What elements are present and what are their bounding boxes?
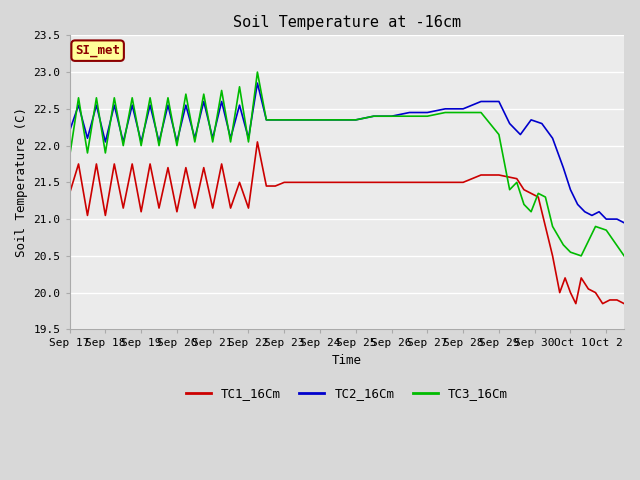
TC3_16Cm	[370, 113, 378, 119]
TC3_16Cm	[620, 253, 628, 259]
TC3_16Cm	[495, 132, 503, 137]
TC3_16Cm	[147, 95, 154, 101]
TC3_16Cm	[111, 95, 118, 101]
Title: Soil Temperature at -16cm: Soil Temperature at -16cm	[233, 15, 461, 30]
TC3_16Cm	[334, 117, 342, 123]
TC3_16Cm	[182, 91, 189, 97]
TC3_16Cm	[406, 113, 413, 119]
TC3_16Cm	[352, 117, 360, 123]
Line: TC3_16Cm: TC3_16Cm	[70, 72, 624, 256]
TC1_16Cm	[606, 297, 614, 303]
TC1_16Cm	[620, 301, 628, 307]
TC3_16Cm	[559, 242, 567, 248]
TC3_16Cm	[271, 117, 279, 123]
TC1_16Cm	[477, 172, 485, 178]
TC3_16Cm	[280, 117, 288, 123]
X-axis label: Time: Time	[332, 354, 362, 367]
TC3_16Cm	[75, 95, 83, 101]
TC3_16Cm	[253, 69, 261, 75]
TC3_16Cm	[460, 109, 467, 115]
TC3_16Cm	[424, 113, 431, 119]
TC3_16Cm	[164, 95, 172, 101]
TC3_16Cm	[200, 91, 207, 97]
TC1_16Cm	[253, 139, 261, 145]
TC1_16Cm	[182, 165, 189, 170]
TC3_16Cm	[388, 113, 396, 119]
TC3_16Cm	[262, 117, 270, 123]
TC2_16Cm	[164, 102, 172, 108]
TC3_16Cm	[506, 187, 513, 192]
TC1_16Cm	[566, 290, 574, 296]
TC3_16Cm	[191, 139, 198, 145]
TC3_16Cm	[66, 154, 74, 159]
TC1_16Cm	[66, 191, 74, 196]
TC2_16Cm	[200, 98, 207, 104]
TC3_16Cm	[298, 117, 306, 123]
TC3_16Cm	[442, 109, 449, 115]
TC3_16Cm	[513, 180, 520, 185]
TC3_16Cm	[541, 194, 549, 200]
TC3_16Cm	[138, 143, 145, 148]
TC2_16Cm	[506, 120, 513, 126]
TC3_16Cm	[534, 191, 542, 196]
TC3_16Cm	[93, 95, 100, 101]
TC1_16Cm	[191, 205, 198, 211]
TC3_16Cm	[520, 202, 528, 207]
TC3_16Cm	[218, 87, 225, 93]
TC1_16Cm	[527, 191, 535, 196]
TC3_16Cm	[120, 143, 127, 148]
TC3_16Cm	[591, 224, 599, 229]
Y-axis label: Soil Temperature (C): Soil Temperature (C)	[15, 108, 28, 257]
TC3_16Cm	[236, 84, 243, 90]
TC3_16Cm	[477, 109, 485, 115]
TC2_16Cm	[253, 80, 261, 86]
TC3_16Cm	[602, 227, 610, 233]
TC3_16Cm	[155, 143, 163, 148]
TC2_16Cm	[66, 128, 74, 134]
TC3_16Cm	[209, 139, 216, 145]
TC3_16Cm	[173, 143, 180, 148]
Line: TC1_16Cm: TC1_16Cm	[70, 142, 624, 304]
TC3_16Cm	[316, 117, 324, 123]
TC2_16Cm	[209, 135, 216, 141]
TC3_16Cm	[548, 224, 556, 229]
TC3_16Cm	[129, 95, 136, 101]
Text: SI_met: SI_met	[75, 44, 120, 57]
TC3_16Cm	[227, 139, 234, 145]
TC3_16Cm	[244, 139, 252, 145]
TC3_16Cm	[527, 209, 535, 215]
Legend: TC1_16Cm, TC2_16Cm, TC3_16Cm: TC1_16Cm, TC2_16Cm, TC3_16Cm	[180, 383, 513, 406]
TC3_16Cm	[566, 249, 574, 255]
Line: TC2_16Cm: TC2_16Cm	[70, 83, 624, 223]
TC3_16Cm	[102, 150, 109, 156]
TC1_16Cm	[572, 301, 580, 307]
TC3_16Cm	[84, 150, 92, 156]
TC2_16Cm	[620, 220, 628, 226]
TC2_16Cm	[460, 106, 467, 112]
TC2_16Cm	[613, 216, 621, 222]
TC3_16Cm	[577, 253, 585, 259]
